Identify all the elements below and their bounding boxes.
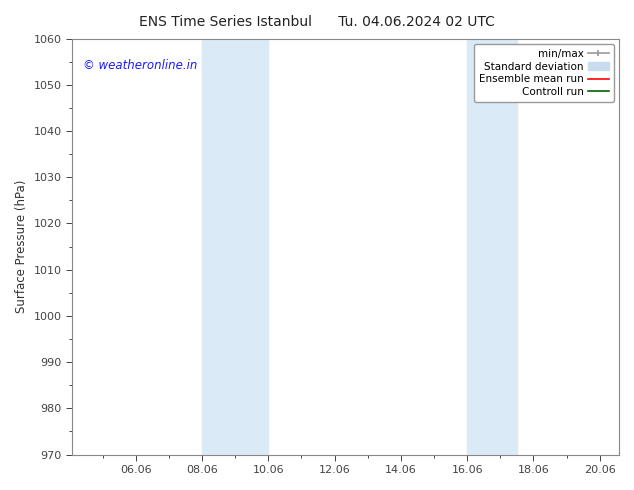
Bar: [202, 39, 268, 455]
Text: ENS Time Series Istanbul      Tu. 04.06.2024 02 UTC: ENS Time Series Istanbul Tu. 04.06.2024 …: [139, 15, 495, 29]
Legend: min/max, Standard deviation, Ensemble mean run, Controll run: min/max, Standard deviation, Ensemble me…: [474, 44, 614, 102]
Bar: [467, 39, 517, 455]
Y-axis label: Surface Pressure (hPa): Surface Pressure (hPa): [15, 180, 28, 313]
Text: © weatheronline.in: © weatheronline.in: [83, 59, 197, 73]
